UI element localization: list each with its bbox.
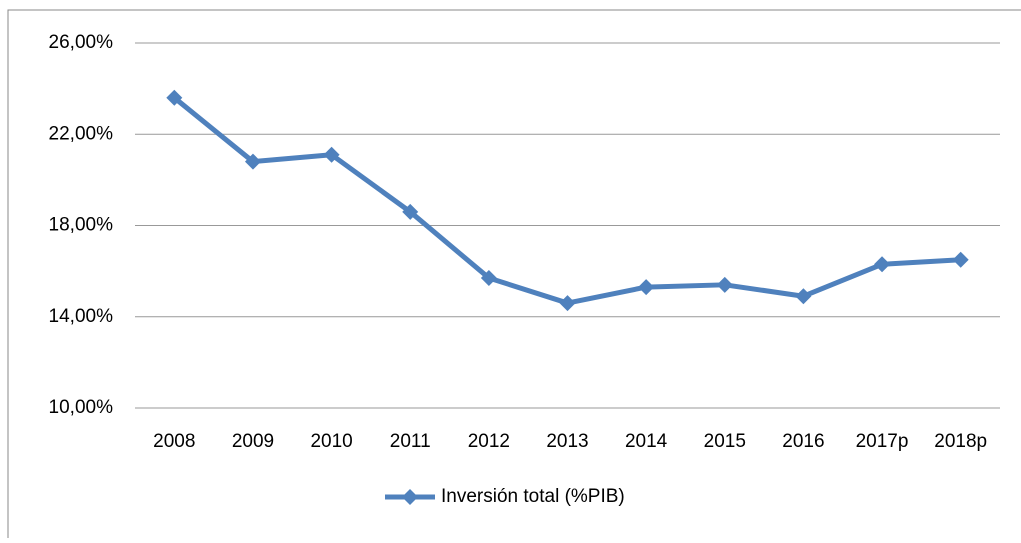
data-point — [638, 279, 655, 296]
data-point — [323, 146, 340, 163]
legend-marker — [402, 489, 418, 505]
data-point — [166, 89, 183, 106]
data-point — [559, 295, 576, 312]
y-tick-label: 22,00% — [49, 123, 114, 144]
x-tick-label: 2013 — [546, 431, 588, 452]
data-point — [874, 256, 891, 273]
x-tick-label: 2014 — [625, 431, 668, 452]
y-tick-label: 18,00% — [49, 215, 114, 236]
y-tick-label: 10,00% — [49, 397, 114, 418]
x-tick-label: 2008 — [153, 431, 195, 452]
chart-frame — [7, 9, 1021, 543]
x-tick-label: 2017p — [856, 431, 909, 452]
y-tick-label: 26,00% — [49, 32, 114, 53]
data-point — [716, 276, 733, 293]
x-tick-label: 2018p — [934, 431, 987, 452]
x-tick-label: 2011 — [390, 431, 431, 452]
x-tick-label: 2012 — [468, 431, 510, 452]
legend-label: Inversión total (%PIB) — [441, 486, 625, 507]
x-tick-label: 2010 — [310, 431, 352, 452]
y-tick-label: 14,00% — [49, 306, 114, 327]
data-point — [480, 269, 497, 286]
data-point — [244, 153, 261, 170]
x-tick-label: 2016 — [782, 431, 824, 452]
data-point — [795, 288, 812, 305]
data-point — [402, 203, 419, 220]
x-tick-label: 2009 — [232, 431, 274, 452]
data-point — [952, 251, 969, 268]
x-tick-label: 2015 — [704, 431, 746, 452]
